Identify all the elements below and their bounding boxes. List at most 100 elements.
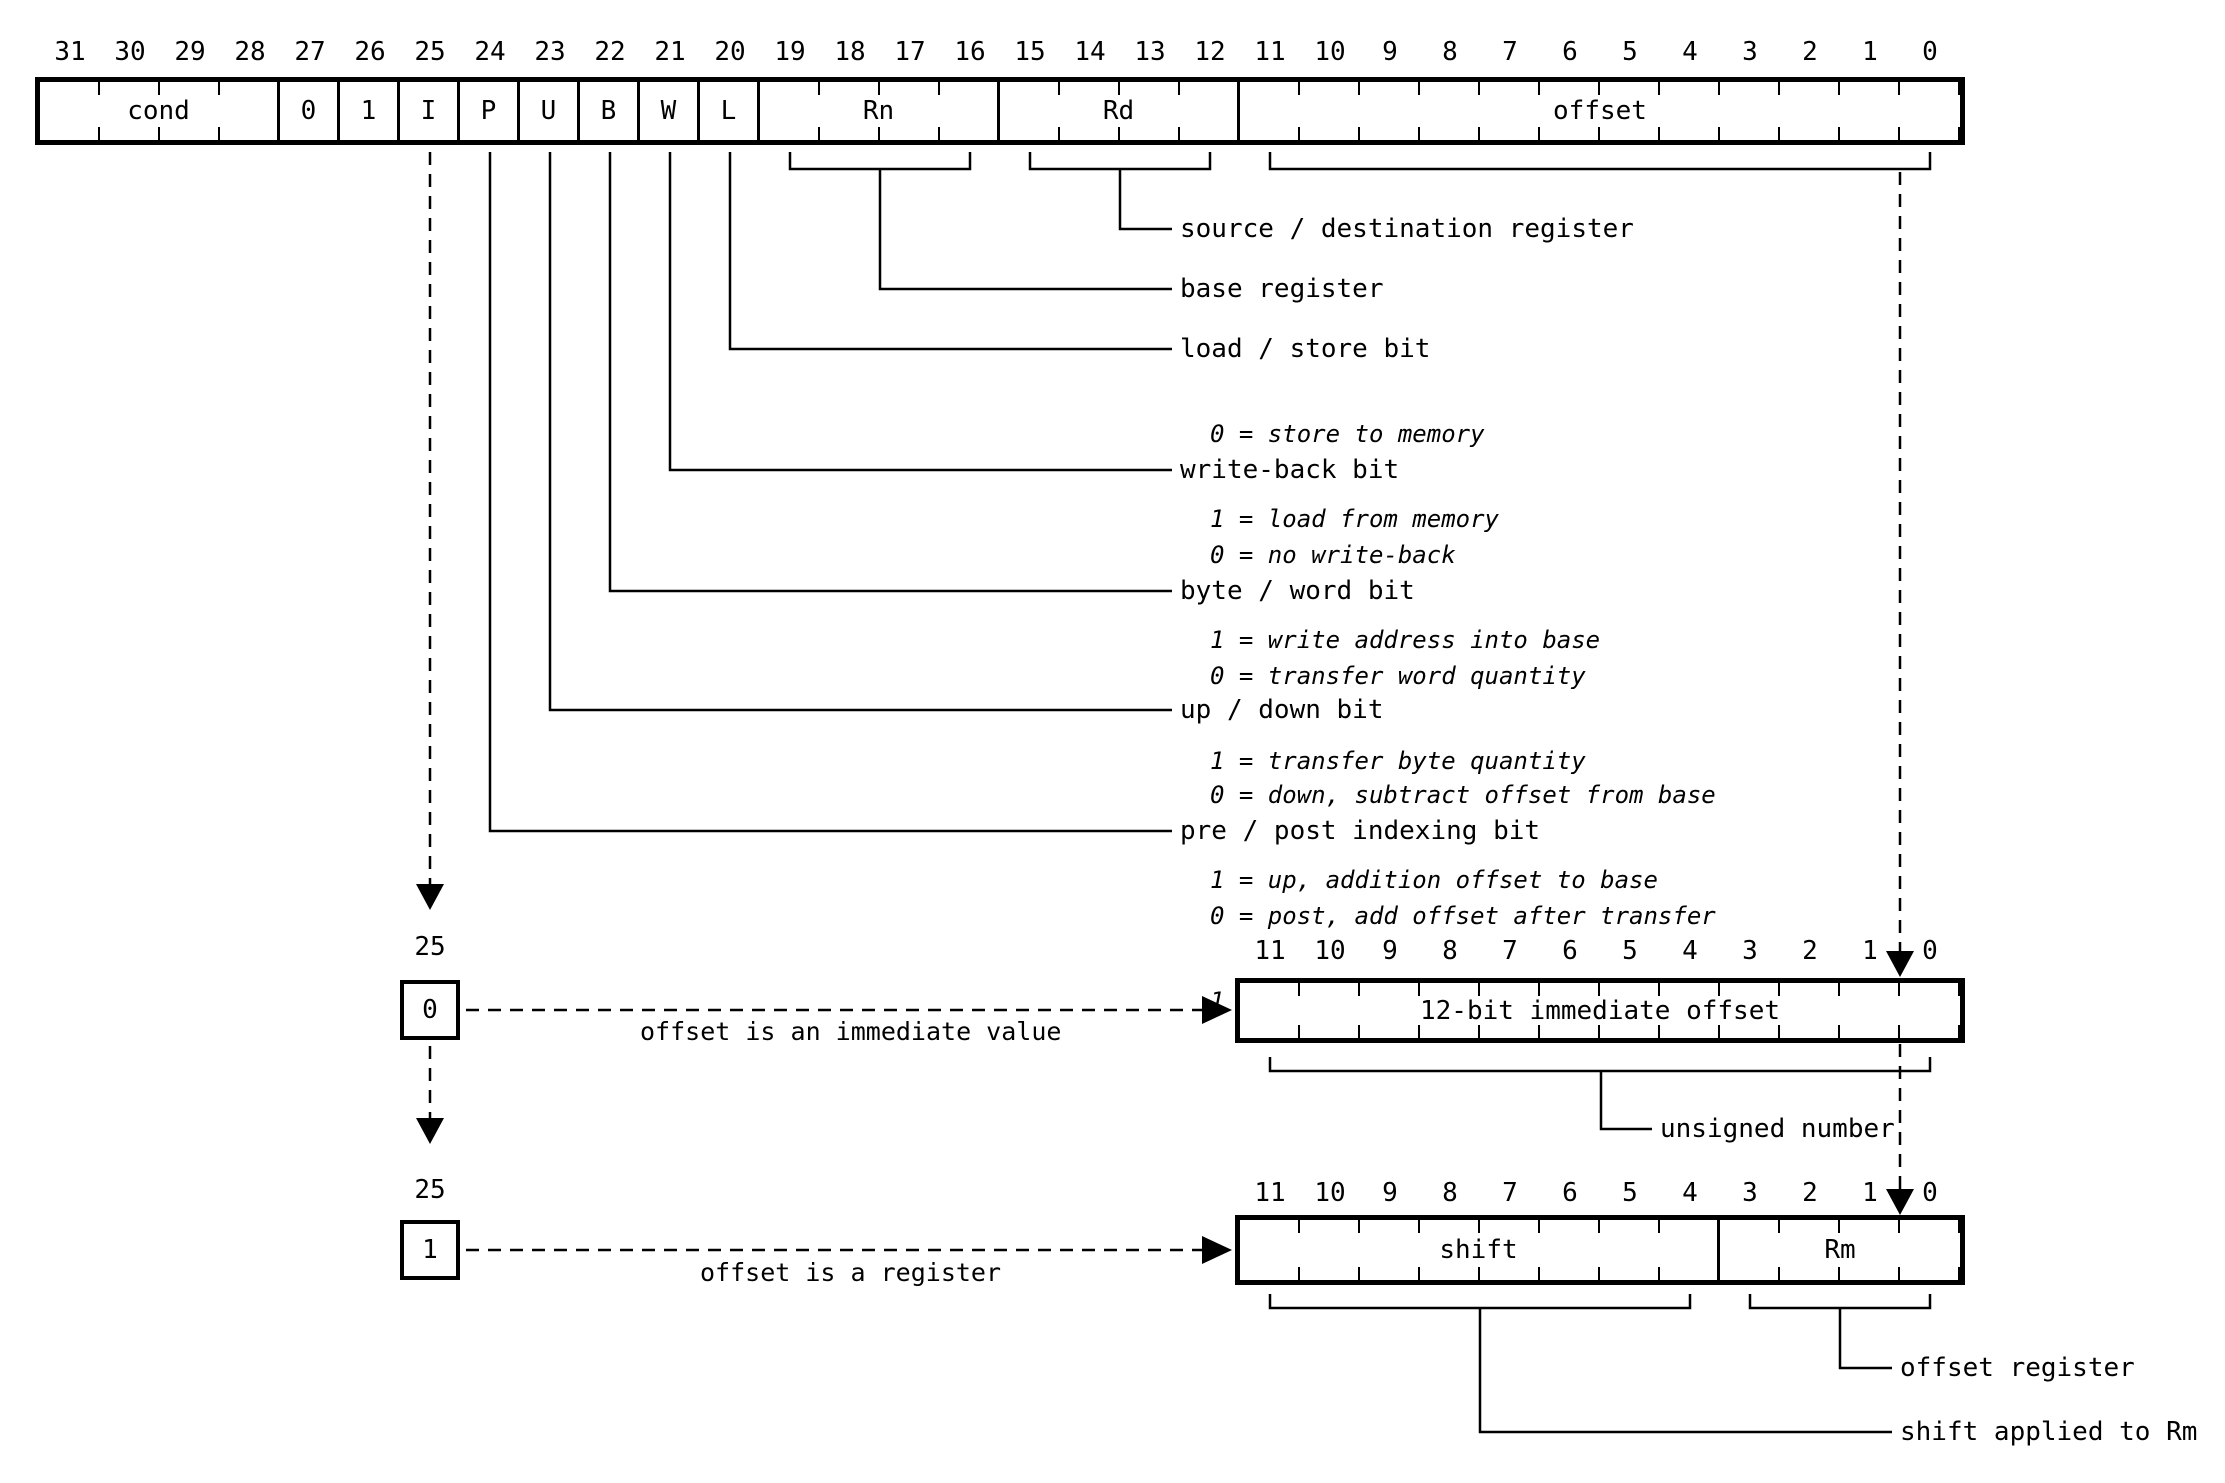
field-w-bit: W bbox=[640, 82, 700, 140]
shift-bracket bbox=[1268, 1294, 1692, 1310]
detail-line: 0 = transfer word quantity bbox=[1210, 662, 1586, 690]
bit-number: 27 bbox=[294, 37, 326, 67]
bit-number: 14 bbox=[1074, 37, 1106, 67]
field-i-bit: I bbox=[400, 82, 460, 140]
bit-number: 5 bbox=[1622, 37, 1638, 67]
bit-number: 4 bbox=[1682, 37, 1698, 67]
bit-number: 7 bbox=[1502, 37, 1518, 67]
annotation-write-back-details: 0 = no write-back 1 = write address into… bbox=[1210, 485, 1600, 711]
detail-line: 1 = load from memory bbox=[1210, 505, 1499, 533]
annotation-up-down-details: 0 = down, subtract offset from base 1 = … bbox=[1210, 725, 1716, 951]
field-immediate-offset: 12-bit immediate offset bbox=[1240, 983, 1960, 1038]
bit-number: 16 bbox=[954, 37, 986, 67]
bit-number: 8 bbox=[1442, 936, 1458, 966]
detail-line: 0 = post, add offset after transfer bbox=[1210, 902, 1716, 930]
annotation-write-back: write-back bit bbox=[1180, 455, 1400, 485]
bit-number: 8 bbox=[1442, 1178, 1458, 1208]
arrowhead-down-reg-box bbox=[1886, 1189, 1914, 1215]
w-bit-connector bbox=[668, 152, 1172, 472]
bit-number: 6 bbox=[1562, 1178, 1578, 1208]
bit-number: 8 bbox=[1442, 37, 1458, 67]
shift-bracket-connector bbox=[1478, 1308, 1892, 1434]
bit-number: 7 bbox=[1502, 936, 1518, 966]
annotation-source-destination: source / destination register bbox=[1180, 214, 1634, 244]
arrowhead-down-imm-box bbox=[1886, 951, 1914, 977]
bit-number: 2 bbox=[1802, 37, 1818, 67]
bit-number: 23 bbox=[534, 37, 566, 67]
bit-number: 5 bbox=[1622, 936, 1638, 966]
arrowhead-down-value-one bbox=[416, 1118, 444, 1144]
bit-number: 11 bbox=[1254, 1178, 1286, 1208]
bit-number: 22 bbox=[594, 37, 626, 67]
p-bit-connector bbox=[488, 152, 1172, 833]
annotation-base-register: base register bbox=[1180, 274, 1384, 304]
field-offset: offset bbox=[1240, 82, 1960, 140]
l-bit-connector bbox=[728, 152, 1172, 351]
bit-number: 11 bbox=[1254, 37, 1286, 67]
bit-number: 9 bbox=[1382, 37, 1398, 67]
bit-number: 30 bbox=[114, 37, 146, 67]
immediate-offset-register: 12-bit immediate offset bbox=[1235, 978, 1965, 1043]
bit-number: 0 bbox=[1922, 37, 1938, 67]
rn-connector bbox=[878, 169, 1172, 291]
detail-line: 1 = write address into base bbox=[1210, 626, 1601, 654]
bit-number: 0 bbox=[1922, 936, 1938, 966]
offset-bracket bbox=[1268, 152, 1932, 171]
variant-brackets bbox=[1268, 1057, 1932, 1434]
bit-number: 11 bbox=[1254, 936, 1286, 966]
bit-number: 18 bbox=[834, 37, 866, 67]
bit-number: 7 bbox=[1502, 1178, 1518, 1208]
register-offset-register: shift Rm bbox=[1235, 1215, 1965, 1285]
annotation-up-down: up / down bit bbox=[1180, 695, 1384, 725]
main-bit-ruler: 31 30 29 28 27 26 25 24 23 22 21 20 19 18 17 16 15 14 13 12… bbox=[40, 36, 1960, 68]
u-bit-connector bbox=[548, 152, 1172, 712]
unsigned-number-label: unsigned number bbox=[1660, 1114, 1895, 1144]
rm-bracket bbox=[1748, 1294, 1932, 1310]
instruction-register: cond 0 1 I P U B W L Rn Rd offset bbox=[35, 77, 1965, 145]
bit-number: 3 bbox=[1742, 1178, 1758, 1208]
bit-number: 2 bbox=[1802, 936, 1818, 966]
bit-number: 4 bbox=[1682, 936, 1698, 966]
bit25-value-one-box: 1 bbox=[400, 1220, 460, 1280]
detail-line: 0 = down, subtract offset from base bbox=[1210, 781, 1716, 809]
field-p-bit: P bbox=[460, 82, 520, 140]
arrowhead-right-immediate bbox=[1202, 996, 1232, 1024]
immediate-bit-ruler: 11 10 9 8 7 6 5 4 3 2 1 0 bbox=[1240, 935, 1960, 967]
annotation-byte-word-details: 0 = transfer word quantity 1 = transfer … bbox=[1210, 606, 1586, 832]
detail-line: 1 = transfer byte quantity bbox=[1210, 747, 1586, 775]
annotation-pre-post: pre / post indexing bit bbox=[1180, 816, 1541, 846]
arrowhead-right-register bbox=[1202, 1236, 1232, 1264]
bit-number: 9 bbox=[1382, 1178, 1398, 1208]
bit-number: 28 bbox=[234, 37, 266, 67]
bit-number: 5 bbox=[1622, 1178, 1638, 1208]
register-bit-ruler: 11 10 9 8 7 6 5 4 3 2 1 0 bbox=[1240, 1177, 1960, 1209]
immediate-arrow-caption: offset is an immediate value bbox=[640, 1017, 1062, 1046]
bit-number: 1 bbox=[1862, 37, 1878, 67]
detail-line: 1 = up, addition offset to base bbox=[1210, 866, 1658, 894]
bit-number: 6 bbox=[1562, 37, 1578, 67]
bit25-label-immediate: 25 bbox=[414, 932, 446, 962]
field-l-bit: L bbox=[700, 82, 760, 140]
bit-number: 4 bbox=[1682, 1178, 1698, 1208]
bit-number: 9 bbox=[1382, 936, 1398, 966]
field-rn: Rn bbox=[760, 82, 1000, 140]
annotation-byte-word: byte / word bit bbox=[1180, 576, 1415, 606]
field-brackets bbox=[788, 152, 1932, 171]
field-rd: Rd bbox=[1000, 82, 1240, 140]
detail-line: 0 = no write-back bbox=[1210, 541, 1456, 569]
rd-connector bbox=[1118, 169, 1172, 231]
bit-number: 10 bbox=[1314, 37, 1346, 67]
register-arrow-caption: offset is a register bbox=[700, 1258, 1002, 1287]
bit-number: 10 bbox=[1314, 936, 1346, 966]
bit-number: 13 bbox=[1134, 37, 1166, 67]
arrowheads bbox=[416, 884, 1914, 1264]
field-cond: cond bbox=[40, 82, 280, 140]
bit-number: 1 bbox=[1862, 936, 1878, 966]
field-bit27: 0 bbox=[280, 82, 340, 140]
bit-number: 19 bbox=[774, 37, 806, 67]
bit-number: 0 bbox=[1922, 1178, 1938, 1208]
bit-number: 21 bbox=[654, 37, 686, 67]
bit25-label-register: 25 bbox=[414, 1175, 446, 1205]
bit-number: 12 bbox=[1194, 37, 1226, 67]
